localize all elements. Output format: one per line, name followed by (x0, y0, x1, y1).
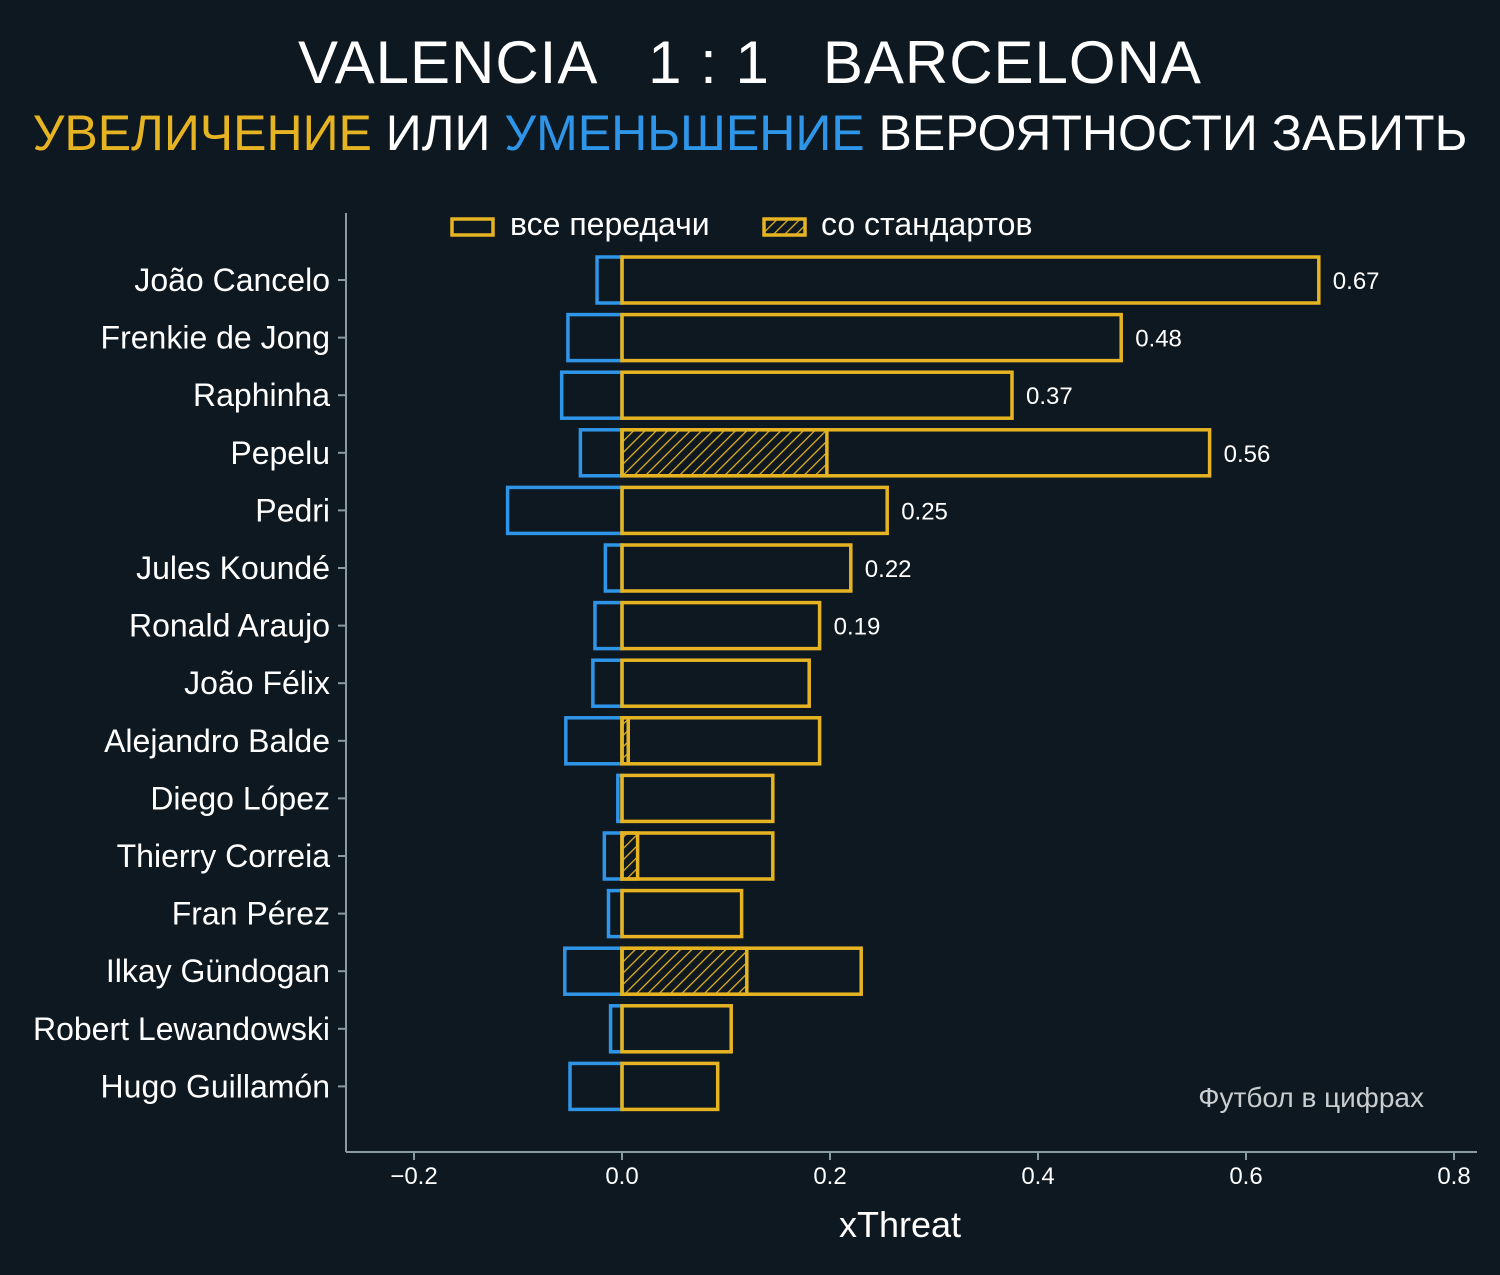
legend-swatch-set-pieces (762, 217, 807, 237)
bar-set-pieces (620, 428, 829, 478)
bar-set-pieces (620, 831, 640, 881)
bar-all-passes (620, 888, 744, 939)
player-label: Jules Koundé (136, 550, 330, 586)
player-label: Pepelu (230, 435, 330, 471)
data-label: 0.22 (865, 556, 912, 583)
chart-subtitle: УВЕЛИЧЕНИЕ ИЛИ УМЕНЬШЕНИЕ ВЕРОЯТНОСТИ ЗА… (0, 104, 1500, 162)
bar-negative (591, 658, 624, 708)
x-tick-label: 0.0 (605, 1163, 638, 1190)
chart-title: VALENCIA 1 : 1 BARCELONA (298, 29, 1202, 96)
player-label: Thierry Correia (117, 838, 331, 874)
bar-all-passes (620, 370, 1014, 420)
bar-negative (595, 255, 624, 305)
player-label: Hugo Guillamón (101, 1068, 330, 1104)
player-label: Raphinha (193, 377, 330, 413)
bar-all-passes (620, 831, 775, 881)
legend-label-all-passes: все передачи (510, 206, 710, 242)
player-label: Frenkie de Jong (101, 320, 330, 356)
bar-negative (602, 831, 624, 881)
player-label: Alejandro Balde (104, 723, 330, 759)
chart-bars (505, 255, 1321, 1112)
bar-negative (603, 543, 624, 593)
bar-negative (505, 485, 624, 536)
player-label: Fran Pérez (172, 896, 330, 932)
bar-all-passes (620, 773, 775, 824)
x-tick-label: 0.6 (1229, 1163, 1262, 1190)
bar-all-passes (620, 1061, 720, 1112)
bar-negative (563, 946, 624, 996)
bar-all-passes (620, 716, 822, 766)
bar-negative (593, 600, 624, 651)
bar-negative (578, 428, 624, 478)
bar-negative (606, 888, 624, 939)
subtitle-increase: УВЕЛИЧЕНИЕ (32, 105, 372, 161)
chart-legend: все передачи со стандартов (450, 206, 1032, 242)
subtitle-decrease: УМЕНЬШЕНИЕ (504, 105, 865, 161)
chart-labels: João Cancelo 0.67 Frenkie de Jong 0.48 Raphi… (33, 262, 1380, 1104)
bar-all-passes (620, 543, 853, 593)
data-label: 0.56 (1224, 441, 1271, 468)
x-axis-label: xThreat (839, 1204, 961, 1245)
bar-set-pieces (620, 946, 749, 996)
player-label: Pedri (255, 492, 330, 528)
chart-axes: −0.2 0.0 0.2 0.4 0.6 0.8 (338, 213, 1477, 1190)
bar-all-passes (620, 1004, 733, 1054)
bar-all-passes (620, 255, 1321, 305)
bar-negative (566, 312, 624, 363)
x-tick-label: −0.2 (390, 1163, 437, 1190)
subtitle-rest: ВЕРОЯТНОСТИ ЗАБИТЬ (864, 105, 1468, 161)
x-tick-label: 0.4 (1021, 1163, 1054, 1190)
bar-negative (568, 1061, 624, 1112)
bar-all-passes (620, 600, 822, 651)
legend-swatch-all-passes (450, 217, 495, 237)
bar-all-passes (620, 658, 811, 708)
bar-negative (559, 370, 624, 420)
bar-all-passes (620, 485, 889, 536)
data-label: 0.67 (1333, 268, 1380, 295)
x-tick-label: 0.2 (813, 1163, 846, 1190)
bar-all-passes (620, 946, 863, 996)
data-label: 0.25 (901, 498, 948, 525)
player-label: Ronald Araujo (129, 608, 330, 644)
player-label: Diego López (150, 780, 330, 816)
x-tick-label: 0.8 (1437, 1163, 1470, 1190)
subtitle-or: ИЛИ (371, 105, 505, 161)
data-label: 0.37 (1026, 383, 1073, 410)
data-label: 0.48 (1135, 326, 1182, 353)
player-label: Robert Lewandowski (33, 1011, 330, 1047)
player-label: João Cancelo (134, 262, 330, 298)
bar-all-passes (620, 312, 1123, 363)
player-label: Ilkay Gündogan (106, 953, 330, 989)
watermark: Футбол в цифрах (1198, 1082, 1424, 1113)
player-label: João Félix (184, 665, 330, 701)
bar-negative (564, 716, 624, 766)
legend-label-set-pieces: со стандартов (821, 206, 1032, 242)
data-label: 0.19 (834, 614, 881, 641)
bar-all-passes (620, 428, 1212, 478)
